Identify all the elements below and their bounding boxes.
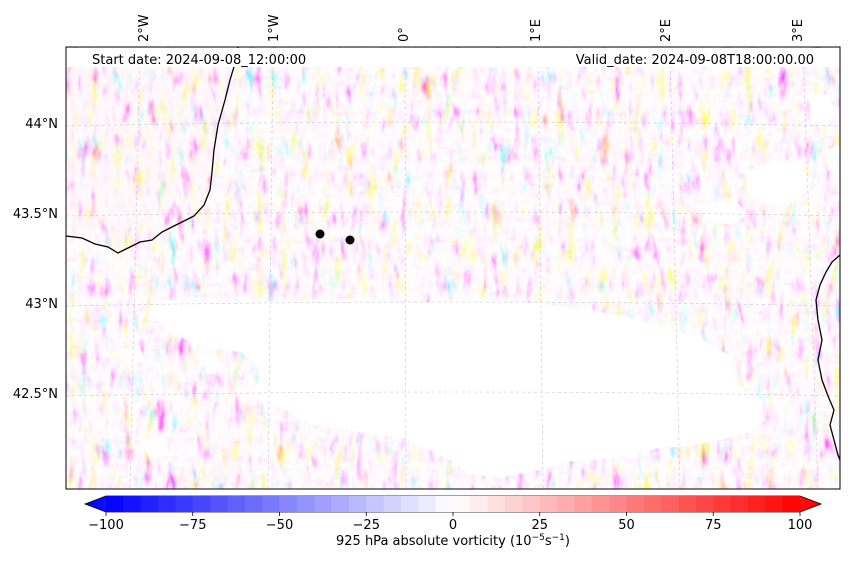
colorbar-step <box>747 496 766 512</box>
colorbar-step <box>505 496 523 512</box>
masked-patch-1 <box>745 160 812 205</box>
colorbar-step <box>643 496 662 512</box>
lon-label-1e: 1°E <box>529 19 544 42</box>
colorbar-tick-label: 25 <box>531 518 548 533</box>
colorbar-tick-label: 50 <box>618 518 635 533</box>
colorbar-step <box>435 496 454 512</box>
vorticity-field <box>66 47 840 489</box>
masked-patch-4 <box>826 145 840 175</box>
colorbar-step <box>695 496 714 512</box>
lon-label-2e: 2°E <box>659 19 674 42</box>
colorbar-step <box>418 496 437 512</box>
masked-patch-3 <box>808 92 834 125</box>
colorbar-tick-label: −25 <box>353 518 380 533</box>
colorbar-tick-label: −75 <box>179 518 206 533</box>
map-frame <box>65 46 841 490</box>
colorbar-label: 925 hPa absolute vorticity (10−5s−1) <box>336 533 570 549</box>
banded-field-region <box>66 260 420 489</box>
colorbar-step <box>626 496 645 512</box>
lat-label-44n: 44°N <box>25 117 58 132</box>
colorbar-step <box>661 496 679 512</box>
header-band <box>66 48 840 67</box>
colorbar: −100 −75 −50 −25 0 25 50 75 100 925 hPa absolute… <box>83 495 823 549</box>
lon-label-2w: 2°W <box>137 14 152 42</box>
masked-patch-7 <box>140 436 170 460</box>
colorbar-steps <box>106 496 801 512</box>
colorbar-step <box>470 496 489 512</box>
colorbar-step <box>262 496 280 512</box>
colorbar-step <box>678 496 697 512</box>
marker-2 <box>345 235 355 245</box>
colorbar-step <box>227 496 246 512</box>
colorbar-step <box>158 496 176 512</box>
colorbar-step <box>487 496 506 512</box>
colorbar-step <box>279 496 298 512</box>
start-date-label: Start date: 2024-09-08_12:00:00 <box>92 53 306 68</box>
colorbar-tick-label: 0 <box>449 518 457 533</box>
longitude-labels: 2°W 1°W 0° 1°E 2°E 3°E <box>137 14 806 42</box>
colorbar-step <box>331 496 350 512</box>
smooth-field-region <box>66 47 238 252</box>
colorbar-step <box>244 496 263 512</box>
masked-patch-2 <box>700 200 748 225</box>
colorbar-ticks: −100 −75 −50 −25 0 25 50 75 100 <box>88 512 812 533</box>
colorbar-step <box>400 496 419 512</box>
lon-label-1w: 1°W <box>267 14 282 42</box>
colorbar-tick-label: 75 <box>705 518 722 533</box>
masked-patch-6 <box>120 346 146 366</box>
colorbar-step <box>366 496 384 512</box>
colorbar-step <box>192 496 211 512</box>
masked-terrain-region <box>150 298 765 478</box>
colorbar-tick-label: 100 <box>788 518 813 533</box>
colorbar-step <box>453 496 471 512</box>
lon-label-3e: 3°E <box>791 19 806 42</box>
colorbar-step <box>765 496 784 512</box>
colorbar-step <box>314 496 332 512</box>
colorbar-tick-label: −100 <box>88 518 124 533</box>
colorbar-step <box>348 496 367 512</box>
colorbar-step <box>557 496 575 512</box>
lat-label-42-5n: 42.5°N <box>13 387 58 402</box>
colorbar-step <box>106 496 124 512</box>
colorbar-step <box>730 496 749 512</box>
colorbar-step <box>296 496 315 512</box>
marker-1 <box>315 229 325 239</box>
coastline-bay-of-biscay <box>66 47 239 254</box>
colorbar-step <box>591 496 610 512</box>
colorbar-step <box>609 496 627 512</box>
colorbar-tick-label: −50 <box>266 518 293 533</box>
valid-date-label: Valid_date: 2024-09-08T18:00:00.00 <box>576 53 814 68</box>
lat-label-43n: 43°N <box>25 297 58 312</box>
coastline-mediterranean <box>815 254 840 461</box>
colorbar-step <box>383 496 402 512</box>
latitude-labels: 44°N 43.5°N 43°N 42.5°N <box>13 117 58 402</box>
colorbar-step <box>522 496 541 512</box>
colorbar-step <box>175 496 194 512</box>
masked-patch-5 <box>200 352 222 374</box>
colorbar-step <box>782 496 801 512</box>
colorbar-step <box>574 496 593 512</box>
colorbar-step <box>713 496 731 512</box>
map-gridlines <box>66 47 840 489</box>
colorbar-step <box>539 496 558 512</box>
colorbar-step <box>123 496 142 512</box>
lon-label-0: 0° <box>397 27 412 42</box>
colorbar-step <box>210 496 228 512</box>
lat-label-43-5n: 43.5°N <box>13 207 58 222</box>
colorbar-step <box>140 496 159 512</box>
